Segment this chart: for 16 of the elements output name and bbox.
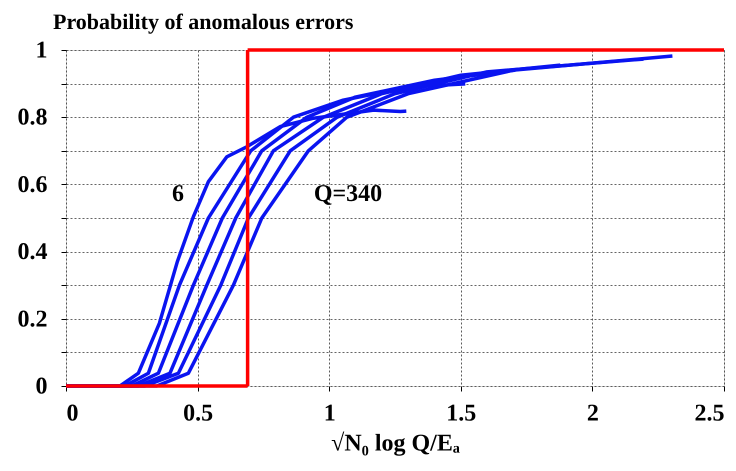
x-tick-label: 1 [324, 400, 336, 426]
x-tick-label: 1.5 [446, 400, 476, 426]
y-tick-label: 0.2 [18, 306, 48, 332]
x-tick-label: 0 [66, 400, 78, 426]
x-axis-title: √N₀ log Q/Eₐ [331, 430, 460, 456]
y-tick-label: 0.4 [18, 239, 48, 266]
x-tick-label: 0.5 [183, 400, 214, 426]
annotation: 6 [172, 181, 184, 207]
y-tick-label: 0 [36, 374, 48, 400]
x-tick-label: 2 [586, 400, 599, 426]
y-tick-label: 0.8 [18, 104, 48, 131]
chart-title: Probability of anomalous errors [53, 9, 354, 34]
y-tick-label: 1 [36, 38, 48, 64]
annotation: Q=340 [314, 181, 382, 207]
x-tick-label: 2.5 [694, 400, 724, 426]
y-tick-label: 0.6 [18, 172, 48, 198]
